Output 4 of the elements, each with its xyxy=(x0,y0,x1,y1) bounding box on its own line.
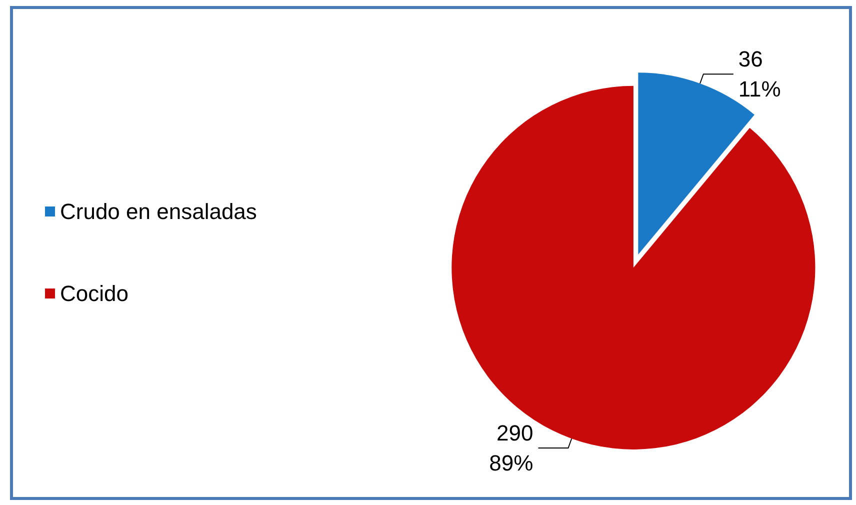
data-label: 290 89% xyxy=(489,420,534,476)
data-label: 36 11% xyxy=(738,46,781,102)
legend-label: Cocido xyxy=(60,281,128,306)
legend-label: Crudo en ensaladas xyxy=(60,199,257,224)
